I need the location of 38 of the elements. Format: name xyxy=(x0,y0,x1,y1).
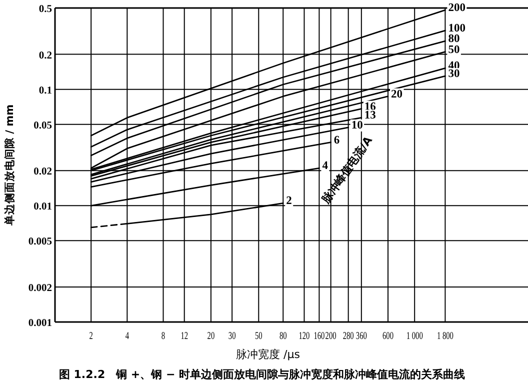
x-tick-label: 2 xyxy=(89,330,94,342)
series-label: 10 xyxy=(351,119,364,132)
x-tick-label: 360 xyxy=(356,330,368,342)
y-tick-label: 0.2 xyxy=(38,50,52,62)
x-tick-label: 600 xyxy=(382,330,394,342)
text: 图 1.2.2 铜 +、钢 − 时单边侧面放电间隙与脉冲宽度和脉冲峰值电流的关系曲线 xyxy=(58,368,466,381)
series-label: 100 xyxy=(448,22,466,35)
x-tick-label: 280 xyxy=(342,330,354,342)
x-tick-label: 1 800 xyxy=(436,330,454,342)
x-tick-label: 80 xyxy=(279,330,288,342)
x-tick-label: 8 xyxy=(161,330,166,342)
series-label: 200 xyxy=(448,2,466,14)
x-tick-label: 30 xyxy=(228,330,236,342)
y-tick-label: 0.5 xyxy=(38,4,52,15)
y-tick-label: 0.02 xyxy=(34,166,52,178)
y-tick-label: 0.05 xyxy=(34,120,52,132)
series-label: 20 xyxy=(391,88,403,100)
y-tick-label: 0.01 xyxy=(34,202,52,213)
x-tick-label: 50 xyxy=(254,330,263,342)
series-label: 2 xyxy=(286,195,292,208)
x-tick-label: 20 xyxy=(207,330,216,342)
series-label: 6 xyxy=(334,134,340,146)
x-tick-label: 1 000 xyxy=(406,330,424,342)
y-tick-label: 0.1 xyxy=(38,85,52,96)
x-tick-label: 4 xyxy=(125,330,130,342)
y-tick-label: 0.002 xyxy=(28,282,52,294)
series-label: 80 xyxy=(448,33,460,46)
y-axis-title: 单边侧面放电间隙 / mm xyxy=(3,104,16,227)
x-tick-label: 12 xyxy=(180,330,188,342)
x-tick-label: 120 xyxy=(298,330,310,342)
x-tick-label: 160 xyxy=(314,330,326,342)
series-label: 4 xyxy=(322,160,328,172)
x-tick-label: 200 xyxy=(325,330,337,342)
y-tick-label: 0.005 xyxy=(28,236,52,248)
x-axis-title: 脉冲宽度 /μs xyxy=(236,348,300,361)
y-tick-label: 0.001 xyxy=(28,318,52,329)
series-label: 50 xyxy=(448,44,460,56)
series-label: 13 xyxy=(364,110,376,122)
